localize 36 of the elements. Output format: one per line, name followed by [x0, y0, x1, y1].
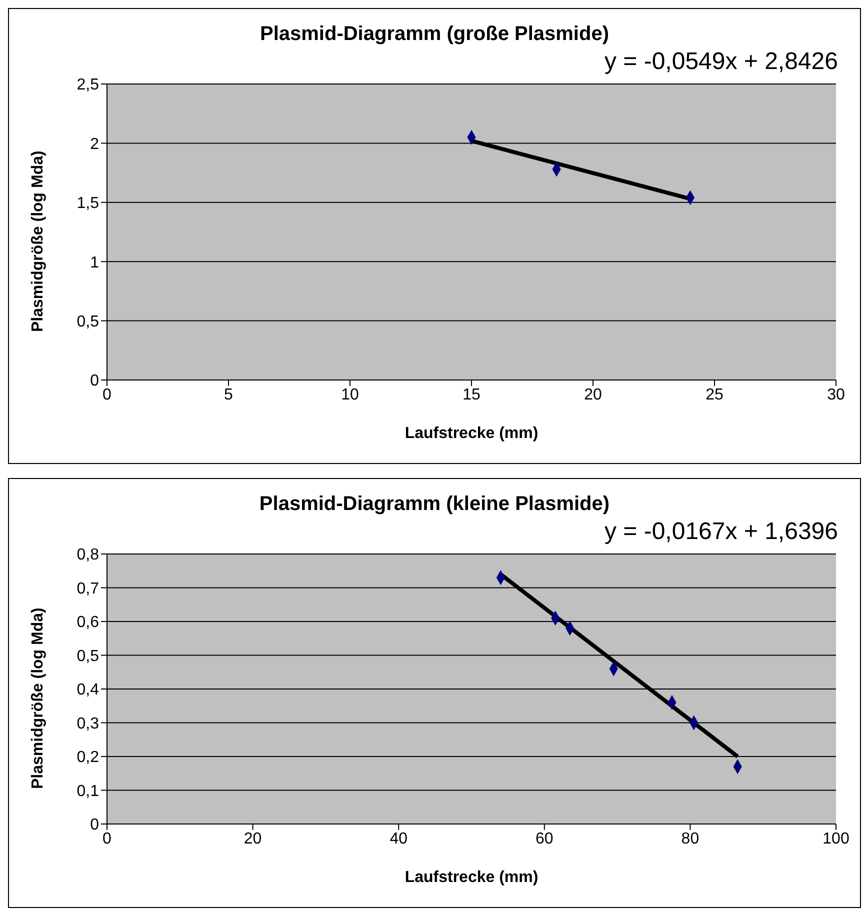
- x-axis-title: Laufstrecke (mm): [404, 425, 538, 442]
- x-tick-label: 60: [536, 830, 554, 848]
- x-axis-title: Laufstrecke (mm): [404, 869, 538, 886]
- y-tick-label: 0: [90, 372, 100, 390]
- y-tick-label: 0,2: [76, 749, 100, 766]
- y-tick-label: 0,4: [76, 682, 100, 699]
- x-tick-label: 30: [827, 386, 845, 404]
- x-tick-label: 0: [102, 830, 112, 848]
- y-tick-label: 2,5: [76, 76, 100, 94]
- y-axis-title: Plasmidgröße (log Mda): [30, 608, 47, 789]
- y-tick-label: 0,7: [76, 580, 100, 598]
- x-tick-label: 20: [244, 830, 262, 848]
- y-tick-label: 1,5: [76, 195, 100, 212]
- x-tick-label: 100: [822, 830, 850, 848]
- y-tick-label: 0,1: [76, 782, 100, 800]
- y-tick-label: 2: [90, 136, 100, 153]
- chart-title: Plasmid-Diagramm (große Plasmide): [259, 23, 610, 46]
- x-tick-label: 0: [102, 386, 112, 404]
- y-tick-label: 0,5: [76, 648, 100, 665]
- y-tick-label: 0,6: [76, 614, 100, 632]
- chart-title: Plasmid-Diagramm (kleine Plasmide): [258, 493, 611, 516]
- y-axis-title: Plasmidgröße (log Mda): [30, 150, 47, 332]
- x-tick-label: 20: [584, 386, 602, 404]
- x-tick-label: 40: [390, 830, 408, 848]
- x-tick-label: 80: [681, 830, 700, 848]
- x-tick-label: 25: [706, 386, 724, 404]
- y-tick-label: 0,3: [76, 715, 100, 732]
- y-tick-label: 1: [90, 254, 100, 272]
- text: y = -0,0167x + 1,6396: [603, 518, 838, 546]
- y-tick-label: 0,8: [76, 546, 100, 564]
- x-tick-label: 10: [341, 386, 359, 404]
- x-tick-label: 15: [462, 386, 480, 404]
- y-tick-label: 0: [90, 816, 100, 834]
- x-tick-label: 5: [224, 386, 234, 404]
- text: y = -0,0549x + 2,8426: [603, 48, 838, 76]
- y-tick-label: 0,5: [76, 313, 100, 330]
